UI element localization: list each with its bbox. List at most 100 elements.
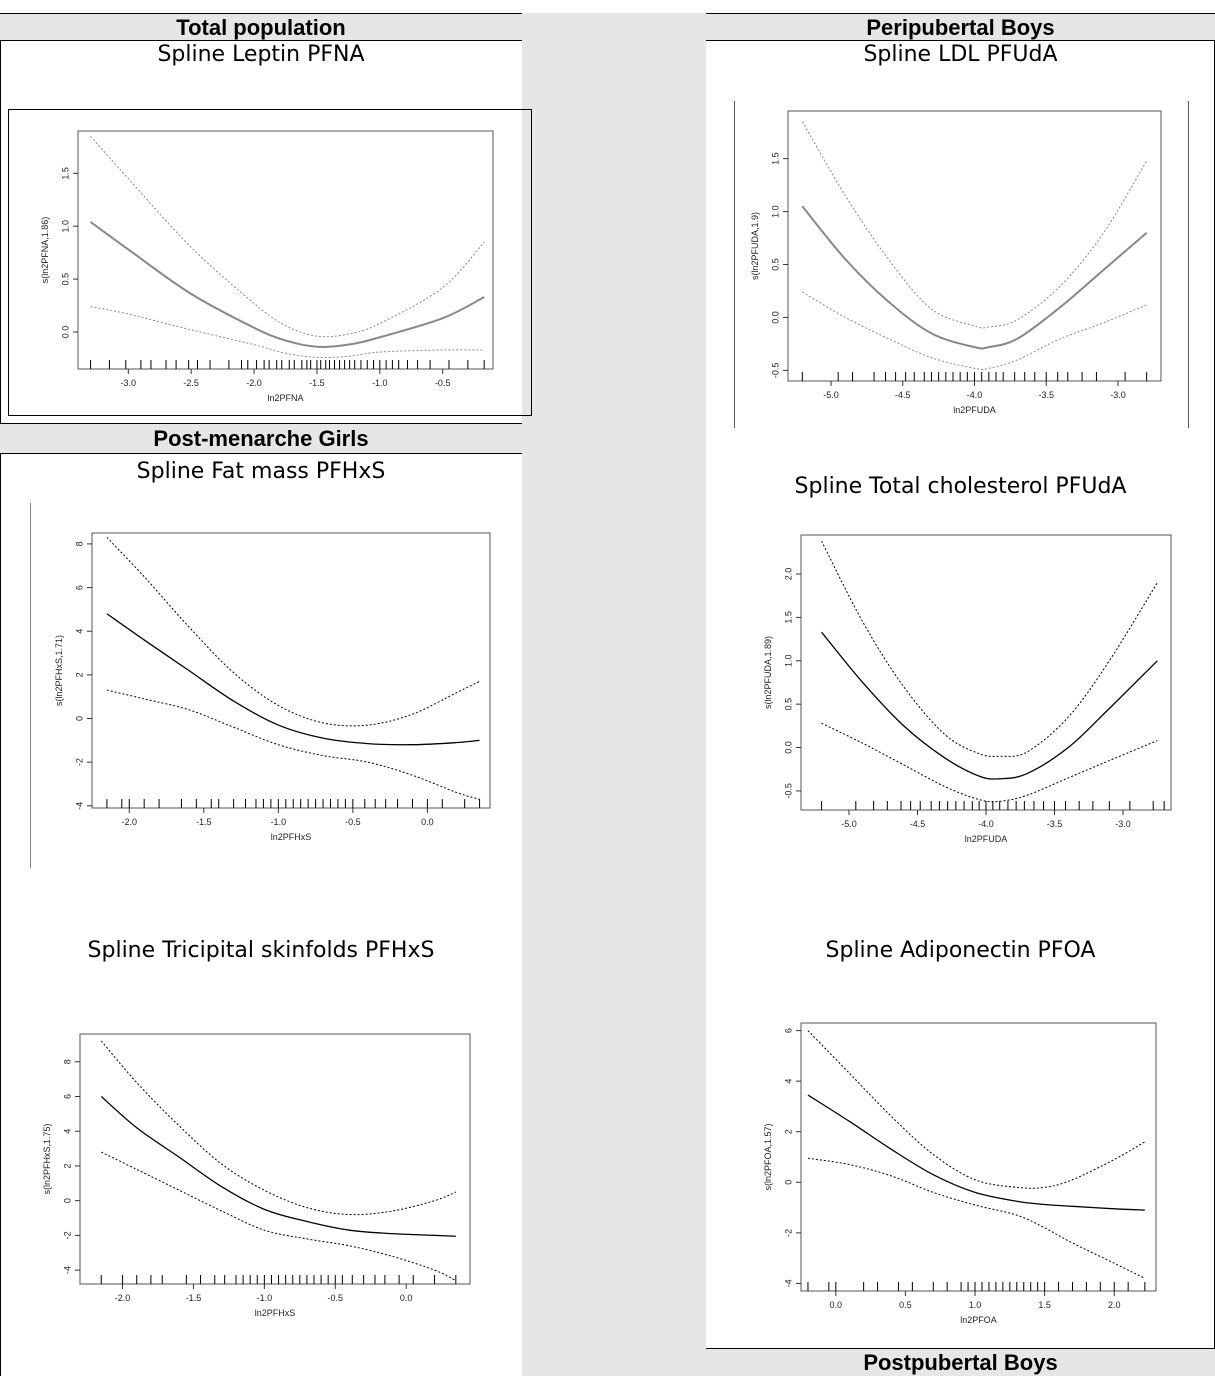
ldl-ytick-label: 0.5 <box>770 258 780 271</box>
leptin-panel-frame <box>8 109 532 416</box>
tricipital-ytick-label: 0 <box>62 1198 72 1203</box>
leptin-ytick-label: 1.5 <box>60 167 70 180</box>
adiponectin-spline-chart: 0.0 0.5 1.0 1.5 2.0 -4 -2 0 2 4 6 ln2PFOA s(ln2PFOA,… <box>763 1022 1157 1325</box>
ldl-xtick-label: -5.0 <box>823 390 839 400</box>
adiponectin-xtick-label: 1.5 <box>1038 1300 1051 1310</box>
tricipital-ytick-label: 8 <box>62 1059 72 1064</box>
header-total-population: Total population <box>0 13 522 41</box>
tricipital-ytick-label: -4 <box>62 1266 72 1274</box>
fat_mass-ytick-label: 4 <box>74 629 84 634</box>
ldl-y-axis-label: s(ln2PFUDA,1.9) <box>750 212 760 280</box>
adiponectin-plot-frame <box>800 1022 1157 1292</box>
tricipital-lower-confidence-band <box>101 1151 457 1281</box>
fat_mass-xtick-label: -1.0 <box>271 817 287 827</box>
ldl-xtick-label: -3.5 <box>1038 390 1054 400</box>
title-adiponectin: Spline Adiponectin PFOA <box>825 938 1096 963</box>
tricipital-xtick-label: -0.5 <box>328 1293 344 1303</box>
leptin-upper-confidence-band <box>90 135 485 338</box>
tricipital-xtick-label: -1.0 <box>257 1293 273 1303</box>
ldl-upper-confidence-band <box>801 121 1148 329</box>
ldl-spline-estimate <box>801 205 1148 350</box>
tricipital-ytick-label: 2 <box>62 1163 72 1168</box>
total_cholesterol-upper-confidence-band <box>821 540 1158 757</box>
total_cholesterol-ytick-label: -0.5 <box>783 783 793 799</box>
adiponectin-xtick-label: 0.0 <box>830 1300 843 1310</box>
header-peripubertal-boys: Peripubertal Boys <box>706 13 1215 41</box>
fat_mass-xtick-label: -0.5 <box>345 817 361 827</box>
title-ldl: Spline LDL PFUdA <box>863 42 1058 67</box>
adiponectin-lower-confidence-band <box>807 1157 1146 1279</box>
ldl-xtick-label: -4.5 <box>895 390 911 400</box>
tricipital-y-axis-label: s(ln2PFHxS,1.75) <box>42 1123 52 1194</box>
right-column: Peripubertal Boys Spline LDL PFUdA -5.0 -… <box>706 13 1215 1376</box>
leptin-ytick-label: 1.0 <box>60 220 70 233</box>
tricipital-spline-chart: -2.0 -1.5 -1.0 -0.5 0.0 -4 -2 0 2 4 6 8 ln2PFHxS s(ln… <box>42 1033 471 1318</box>
fat_mass-upper-confidence-band <box>106 537 480 727</box>
total_cholesterol-y-axis-label: s(ln2PFUDA,1.89) <box>763 636 773 709</box>
total_cholesterol-xtick-label: -4.5 <box>910 819 926 829</box>
ldl-xtick-label: -3.0 <box>1110 390 1126 400</box>
column-gap <box>522 13 706 1376</box>
adiponectin-ytick-label: 6 <box>783 1028 793 1033</box>
title-tricipital: Spline Tricipital skinfolds PFHxS <box>87 938 435 963</box>
fat-mass-spline-chart: -2.0 -1.5 -1.0 -0.5 0.0 -4 -2 0 2 4 6 8 ln2PFHxS s(ln… <box>54 532 491 842</box>
total-cholesterol-spline-chart: -5.0 -4.5 -4.0 -3.5 -3.0 -0.5 0.0 0.5 1.0 1.5 2.0 l… <box>763 534 1172 844</box>
header-post-menarche-girls: Post-menarche Girls <box>0 424 522 454</box>
fat_mass-ytick-label: 2 <box>74 672 84 677</box>
leptin-plot-frame <box>77 130 494 370</box>
tricipital-upper-confidence-band <box>100 1040 457 1216</box>
fat_mass-ytick-label: 0 <box>74 716 84 721</box>
fat_mass-plot-frame <box>91 532 491 809</box>
fat_mass-y-axis-label: s(ln2PFHxS,1.71) <box>54 635 64 706</box>
tricipital-spline-estimate <box>100 1096 456 1237</box>
adiponectin-ytick-label: -2 <box>783 1229 793 1237</box>
tricipital-xtick-label: 0.0 <box>400 1293 413 1303</box>
fat_mass-ytick-label: 8 <box>74 541 84 546</box>
ldl-x-axis-label: ln2PFUDA <box>953 405 996 415</box>
leptin-ytick-label: 0.0 <box>60 326 70 339</box>
adiponectin-ytick-label: 2 <box>783 1129 793 1134</box>
total_cholesterol-ytick-label: 1.5 <box>783 611 793 624</box>
leptin-spline-chart: -3.0 -2.5 -2.0 -1.5 -1.0 -0.5 0.0 0.5 1.0 1.5 ln2P… <box>40 130 494 403</box>
fat_mass-xtick-label: -1.5 <box>196 817 212 827</box>
leptin-y-axis-label: s(ln2PFNA,1.86) <box>40 217 50 284</box>
tricipital-plot-frame <box>79 1033 471 1285</box>
fat_mass-xtick-label: -2.0 <box>122 817 138 827</box>
fat_mass-ytick-label: -2 <box>74 758 84 766</box>
ldl-ytick-label: 0.0 <box>770 311 780 324</box>
fat_mass-ytick-label: -4 <box>74 802 84 810</box>
tricipital-ytick-label: -2 <box>62 1231 72 1239</box>
fat_mass-lower-confidence-band <box>106 689 480 800</box>
leptin-xtick-label: -2.5 <box>183 378 199 388</box>
ldl-xtick-label: -4.0 <box>967 390 983 400</box>
total_cholesterol-ytick-label: 2.0 <box>783 568 793 581</box>
leptin-xtick-label: -1.5 <box>309 378 325 388</box>
leptin-xtick-label: -2.0 <box>246 378 262 388</box>
leptin-xtick-label: -3.0 <box>121 378 137 388</box>
adiponectin-xtick-label: 1.0 <box>969 1300 982 1310</box>
adiponectin-xtick-label: 0.5 <box>899 1300 912 1310</box>
leptin-xtick-label: -1.0 <box>372 378 388 388</box>
tricipital-x-axis-label: ln2PFHxS <box>255 1308 296 1318</box>
adiponectin-y-axis-label: s(ln2PFOA,1.57) <box>763 1123 773 1190</box>
ldl-ytick-label: 1.5 <box>770 152 780 165</box>
adiponectin-ytick-label: 4 <box>783 1079 793 1084</box>
ldl-right-border <box>1188 101 1189 428</box>
total_cholesterol-ytick-label: 0.5 <box>783 698 793 711</box>
total_cholesterol-ytick-label: 1.0 <box>783 655 793 668</box>
adiponectin-spline-estimate <box>807 1094 1145 1211</box>
total_cholesterol-x-axis-label: ln2PFUDA <box>965 834 1008 844</box>
ldl-spline-chart: -5.0 -4.5 -4.0 -3.5 -3.0 -0.5 0.0 0.5 1.0 1.5 ln2P… <box>750 110 1162 415</box>
total_cholesterol-spline-estimate <box>821 631 1158 780</box>
title-leptin: Spline Leptin PFNA <box>157 42 365 67</box>
ldl-ytick-label: -0.5 <box>770 363 780 379</box>
total_cholesterol-xtick-label: -5.0 <box>841 819 857 829</box>
total_cholesterol-lower-confidence-band <box>821 722 1158 803</box>
title-total-cholesterol: Spline Total cholesterol PFUdA <box>794 474 1127 499</box>
fat_mass-spline-estimate <box>106 613 480 746</box>
fat_mass-x-axis-label: ln2PFHxS <box>271 832 312 842</box>
adiponectin-ytick-label: 0 <box>783 1180 793 1185</box>
total_cholesterol-xtick-label: -4.0 <box>978 819 994 829</box>
left-column: Total population Spline Leptin PFNA -3.0… <box>0 13 532 1376</box>
fat_mass-ytick-label: 6 <box>74 585 84 590</box>
